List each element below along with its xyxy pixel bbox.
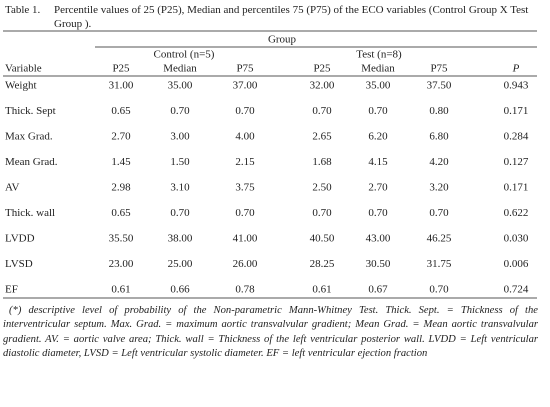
cell: 3.75 xyxy=(235,182,255,194)
caption: Table 1. Percentile values of 25 (P25), … xyxy=(5,3,540,31)
cell: 41.00 xyxy=(233,233,258,245)
cell: 6.20 xyxy=(368,131,388,143)
cell: 0.61 xyxy=(111,284,130,296)
cell: 2.65 xyxy=(312,131,332,143)
cell: 0.78 xyxy=(235,284,255,296)
cell: 25.00 xyxy=(168,258,193,270)
cell: 0.943 xyxy=(504,80,529,92)
cell: 0.70 xyxy=(368,105,388,117)
cell: 0.80 xyxy=(429,105,449,117)
cell: 0.70 xyxy=(429,284,449,296)
cell: 35.00 xyxy=(366,80,391,92)
row-label: EF xyxy=(5,284,18,296)
cell: 43.00 xyxy=(366,233,391,245)
row-label: Thick. Sept xyxy=(5,105,56,117)
cell: 0.171 xyxy=(504,182,529,194)
group-label: Control (n=5) xyxy=(154,49,215,61)
cell: 0.171 xyxy=(504,105,529,117)
cell: 4.15 xyxy=(368,156,388,168)
cell: 0.70 xyxy=(368,207,388,219)
cell: 0.70 xyxy=(235,207,255,219)
column-header: P xyxy=(512,63,520,75)
cell: 4.20 xyxy=(429,156,449,168)
cell: 31.75 xyxy=(427,258,452,270)
cell: 2.15 xyxy=(235,156,255,168)
column-header: P75 xyxy=(236,63,254,75)
cell: 0.030 xyxy=(504,233,529,245)
cell: 3.00 xyxy=(170,131,190,143)
row-label: LVDD xyxy=(5,233,35,245)
cell: 2.50 xyxy=(312,182,332,194)
cell: 0.67 xyxy=(368,284,388,296)
row-label: Mean Grad. xyxy=(5,156,58,168)
cell: 1.68 xyxy=(312,156,332,168)
cell: 2.70 xyxy=(111,131,131,143)
cell: 0.622 xyxy=(504,207,529,219)
cell: 30.50 xyxy=(366,258,391,270)
row-label: Weight xyxy=(5,80,37,92)
cell: 37.00 xyxy=(233,80,258,92)
cell: 1.45 xyxy=(111,156,131,168)
cell: 0.006 xyxy=(504,258,529,270)
cell: 1.50 xyxy=(170,156,190,168)
cell: 0.61 xyxy=(312,284,331,296)
cell: 0.66 xyxy=(170,284,190,296)
column-header: P25 xyxy=(112,63,130,75)
cell: 28.25 xyxy=(310,258,335,270)
cell: 0.70 xyxy=(312,207,332,219)
cell: 35.00 xyxy=(168,80,193,92)
cell: 26.00 xyxy=(233,258,258,270)
cell: 0.70 xyxy=(429,207,449,219)
cell: 0.724 xyxy=(504,284,529,296)
column-header: P25 xyxy=(313,63,331,75)
cell: 4.00 xyxy=(235,131,255,143)
cell: 2.98 xyxy=(111,182,131,194)
table: Group Control (n=5) Test (n=8) Variable P… xyxy=(3,30,537,299)
row-label: AV xyxy=(5,182,20,194)
cell: 6.80 xyxy=(429,131,449,143)
cell: 32.00 xyxy=(310,80,335,92)
cell: 31.00 xyxy=(109,80,134,92)
row-label: LVSD xyxy=(5,258,33,270)
column-header: Median xyxy=(361,63,395,75)
cell: 37.50 xyxy=(427,80,452,92)
cell: 0.65 xyxy=(111,207,131,219)
column-header: Median xyxy=(163,63,197,75)
cell: 2.70 xyxy=(368,182,388,194)
cell: 38.00 xyxy=(168,233,193,245)
caption-text: Percentile values of 25 (P25), Median an… xyxy=(54,4,529,30)
cell: 40.50 xyxy=(310,233,335,245)
cell: 3.10 xyxy=(170,182,190,194)
cell: 0.70 xyxy=(312,105,332,117)
column-header: P75 xyxy=(430,63,448,75)
row-label: Thick. wall xyxy=(5,207,55,219)
footnote: (*) descriptive level of probability of … xyxy=(3,305,538,360)
group-header: Group xyxy=(268,34,297,46)
caption-label: Table 1. xyxy=(5,4,41,16)
cell: 0.284 xyxy=(504,131,529,143)
cell: 35.50 xyxy=(109,233,134,245)
cell: 0.65 xyxy=(111,105,131,117)
cell: 3.20 xyxy=(429,182,449,194)
cell: 0.127 xyxy=(504,156,529,168)
cell: 0.70 xyxy=(170,207,190,219)
group-label: Test (n=8) xyxy=(356,49,402,61)
column-header: Variable xyxy=(5,63,42,75)
row-label: Max Grad. xyxy=(5,131,53,143)
cell: 23.00 xyxy=(109,258,134,270)
cell: 0.70 xyxy=(170,105,190,117)
cell: 46.25 xyxy=(427,233,452,245)
cell: 0.70 xyxy=(235,105,255,117)
